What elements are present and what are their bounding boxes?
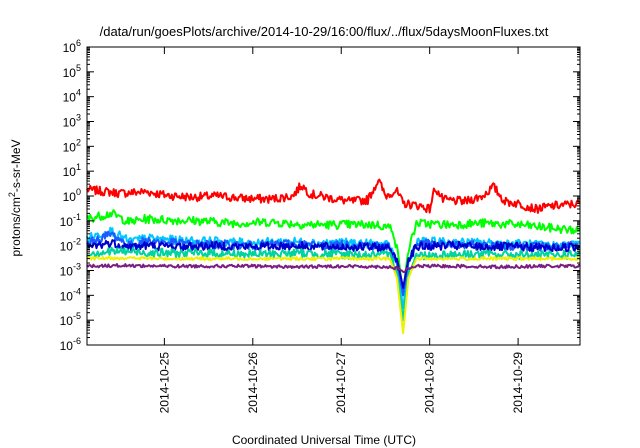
y-tick-label: 100 — [63, 187, 81, 204]
y-tick-label: 106 — [63, 38, 81, 55]
x-tick-label: 2014-10-29 — [511, 352, 525, 414]
chart-title: /data/run/goesPlots/archive/2014-10-29/1… — [100, 24, 549, 39]
y-axis-label-rest: -s-sr-MeV — [9, 139, 23, 192]
y-tick-label: 103 — [63, 113, 81, 130]
y-axis-label-sup: 2 — [7, 192, 17, 197]
y-tick-label: 10-4 — [60, 286, 81, 303]
y-axis-label-base: protons/cm — [9, 197, 23, 256]
plot-frame — [86, 46, 581, 346]
y-tick-label: 105 — [63, 63, 81, 80]
y-tick-label: 10-5 — [60, 311, 81, 328]
x-axis-label: Coordinated Universal Time (UTC) — [232, 433, 416, 447]
y-tick-label: 102 — [63, 137, 81, 154]
x-tick-label: 2014-10-26 — [246, 352, 260, 414]
series-line-0 — [86, 178, 581, 214]
y-axis-label: protons/cm2-s-sr-MeV — [7, 139, 23, 256]
y-tick-label: 101 — [63, 162, 81, 179]
y-tick-label: 10-2 — [60, 237, 81, 254]
series-line-1 — [86, 209, 581, 297]
series-line-4 — [86, 239, 581, 289]
x-tick-label: 2014-10-25 — [157, 352, 171, 414]
axis-layer: 10-6 10-5 10-4 10-3 10-2 10-1 100 101 102 103 104 1… — [60, 38, 581, 414]
series-line-5 — [86, 246, 581, 322]
x-tick-label: 2014-10-27 — [334, 352, 348, 414]
y-tick-label: 10-3 — [60, 262, 81, 279]
series-line-6 — [87, 255, 581, 335]
y-tick-label: 104 — [63, 88, 81, 105]
x-tick-label: 2014-10-28 — [423, 352, 437, 414]
series-line-7 — [86, 263, 581, 274]
series-layer — [86, 178, 581, 335]
y-tick-label: 10-6 — [60, 336, 81, 353]
y-tick-label: 10-1 — [60, 212, 81, 229]
